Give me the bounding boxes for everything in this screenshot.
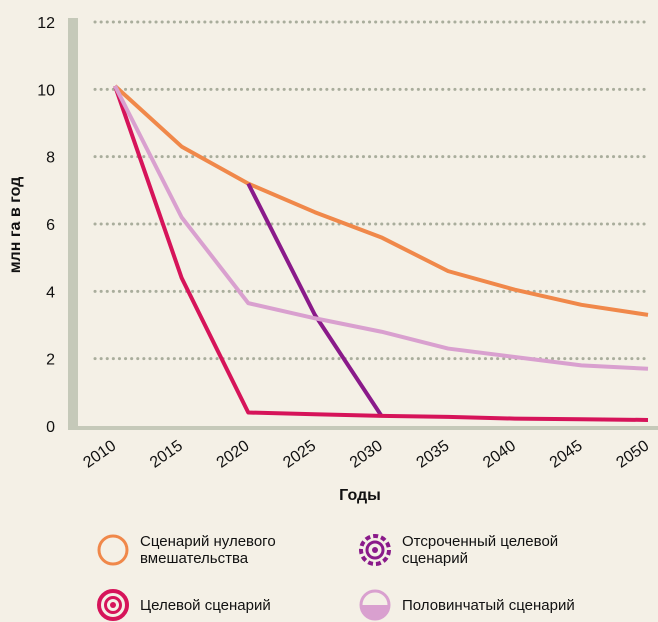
legend-item: Половинчатый сценарий [358, 589, 592, 621]
icon-ring [359, 589, 391, 621]
x-tick-label: 2025 [280, 437, 319, 471]
icon-dot [110, 602, 116, 608]
icon-ring [365, 540, 385, 560]
icon-dot [372, 547, 378, 553]
x-tick-label: 2010 [80, 437, 119, 471]
y-tick-label: 8 [46, 150, 55, 167]
y-tick-label: 6 [46, 217, 55, 234]
legend-label: Отсроченный целевой сценарий [402, 533, 559, 567]
icon-ring [97, 534, 129, 566]
x-tick-label: 2020 [214, 437, 253, 471]
series-line [113, 84, 649, 317]
legend-item: Отсроченный целевой сценарий [358, 533, 592, 567]
x-tick-label: 2050 [613, 437, 652, 471]
legend-icon [97, 534, 129, 566]
series-line [113, 85, 649, 371]
series-line [246, 182, 384, 418]
icon-ring [104, 596, 122, 614]
chart: млн га в год Годы 0 2 4 6 8 10 12 2010 2015 2020 2… [7, 15, 658, 504]
y-tick-label: 0 [46, 419, 55, 436]
x-tick-label: 2045 [547, 437, 586, 471]
legend-icon [97, 589, 129, 621]
y-axis-label: млн га в год [7, 177, 24, 274]
legend-label: Половинчатый сценарий [402, 596, 575, 614]
legend-label: Сценарий нулевого вмешательства [140, 533, 276, 567]
x-axis-label: Годы [339, 487, 381, 504]
icon-ring [97, 589, 129, 621]
legend-icon [359, 534, 391, 566]
y-axis-band [68, 18, 78, 430]
legend-icon [359, 589, 391, 621]
y-tick-label: 4 [46, 284, 55, 301]
legend-label: Целевой сценарий [140, 596, 271, 614]
icon-ring [359, 534, 391, 566]
x-tick-label: 2015 [147, 437, 186, 471]
legend-item: Сценарий нулевого вмешательства [96, 533, 325, 567]
series-line [113, 85, 649, 422]
legend-item: Целевой сценарий [96, 589, 330, 621]
x-axis-band [68, 426, 658, 430]
x-tick-label: 2040 [480, 437, 519, 471]
y-tick-label: 10 [37, 82, 55, 99]
y-tick-label: 12 [37, 15, 55, 32]
y-tick-label: 2 [46, 352, 55, 369]
x-tick-label: 2035 [414, 437, 453, 471]
x-tick-label: 2030 [347, 437, 386, 471]
